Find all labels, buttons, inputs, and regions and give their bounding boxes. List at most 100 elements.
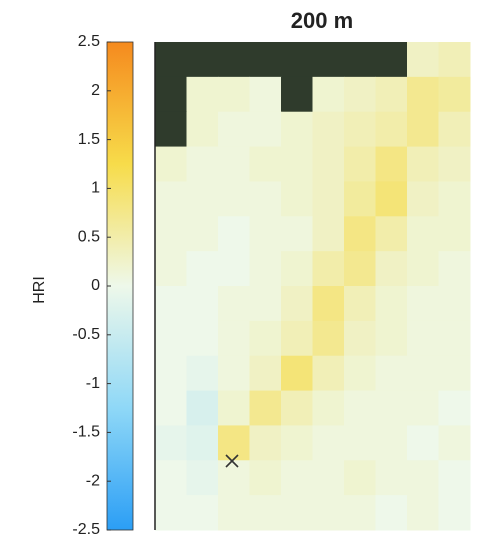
cell: [186, 355, 219, 392]
cell: [155, 216, 187, 252]
cell: [155, 425, 187, 461]
cell: [155, 390, 187, 426]
cell: [218, 146, 250, 182]
cell: [281, 390, 313, 426]
colorbar-tick-label: -2.5: [72, 521, 100, 538]
colorbar-tick-label: 2: [91, 82, 100, 99]
cell: [312, 76, 345, 113]
imagery: [218, 42, 250, 78]
cell: [407, 320, 439, 357]
imagery: [281, 76, 313, 113]
cell: [281, 355, 313, 392]
cell: [344, 320, 376, 357]
cell: [438, 390, 471, 426]
cell: [281, 495, 313, 531]
cell: [155, 181, 187, 217]
cell: [218, 251, 250, 287]
cell: [375, 251, 408, 287]
cell: [407, 42, 439, 78]
cell: [281, 216, 313, 252]
cell: [281, 320, 313, 357]
cell: [344, 495, 376, 531]
cell: [312, 495, 345, 531]
cell: [344, 355, 376, 392]
cell: [438, 425, 471, 461]
cell: [249, 111, 282, 148]
colorbar-tick-label: -0.5: [72, 326, 100, 343]
cell: [281, 425, 313, 461]
cell: [218, 216, 250, 252]
imagery: [344, 42, 376, 78]
cell: [407, 76, 439, 113]
cell: [312, 390, 345, 426]
cell: [186, 320, 219, 357]
cell: [375, 76, 408, 113]
cell: [407, 355, 439, 392]
cell: [186, 460, 219, 496]
cell: [407, 216, 439, 252]
cell: [344, 111, 376, 148]
cell: [312, 181, 345, 217]
cell: [218, 495, 250, 531]
cell: [249, 216, 282, 252]
cell: [155, 251, 187, 287]
cell: [407, 495, 439, 531]
cell: [312, 216, 345, 252]
cell: [312, 460, 345, 496]
cell: [249, 355, 282, 392]
cell: [249, 425, 282, 461]
cell: [218, 286, 250, 322]
cell: [186, 76, 219, 113]
cell: [344, 251, 376, 287]
location-marker: [225, 454, 239, 468]
cell: [218, 320, 250, 357]
cell: [218, 355, 250, 392]
cell: [281, 181, 313, 217]
cell: [186, 216, 219, 252]
colorbar-tick-label: -1.5: [72, 424, 100, 441]
cell: [312, 425, 345, 461]
cell: [186, 425, 219, 461]
colorbar-tick-label: 0.5: [78, 228, 100, 245]
cell: [312, 286, 345, 322]
cell: [249, 146, 282, 182]
cell: [407, 286, 439, 322]
imagery: [155, 111, 187, 148]
cell: [155, 286, 187, 322]
cell: [312, 146, 345, 182]
cell: [438, 76, 471, 113]
cell: [249, 76, 282, 113]
cell: [312, 251, 345, 287]
cell: [218, 111, 250, 148]
cell: [375, 460, 408, 496]
colorbar-label: HRI: [31, 276, 48, 304]
imagery: [249, 42, 282, 78]
cell: [218, 390, 250, 426]
imagery: [312, 42, 345, 78]
cell: [249, 320, 282, 357]
cell: [186, 181, 219, 217]
cell: [438, 320, 471, 357]
cell: [407, 460, 439, 496]
cell: [344, 390, 376, 426]
cell: [281, 460, 313, 496]
cell: [375, 286, 408, 322]
cell: [438, 495, 471, 531]
imagery: [155, 76, 187, 113]
cell: [375, 181, 408, 217]
cell: [344, 460, 376, 496]
colorbar-tick-label: 1.5: [78, 131, 100, 148]
map: [155, 42, 471, 531]
cell: [407, 181, 439, 217]
cell: [218, 76, 250, 113]
cell: [312, 355, 345, 392]
cell: [438, 216, 471, 252]
cell: [186, 146, 219, 182]
cell: [344, 76, 376, 113]
imagery: [281, 42, 313, 78]
cell: [218, 460, 250, 496]
cell: [407, 146, 439, 182]
cell: [438, 181, 471, 217]
cell: [281, 286, 313, 322]
